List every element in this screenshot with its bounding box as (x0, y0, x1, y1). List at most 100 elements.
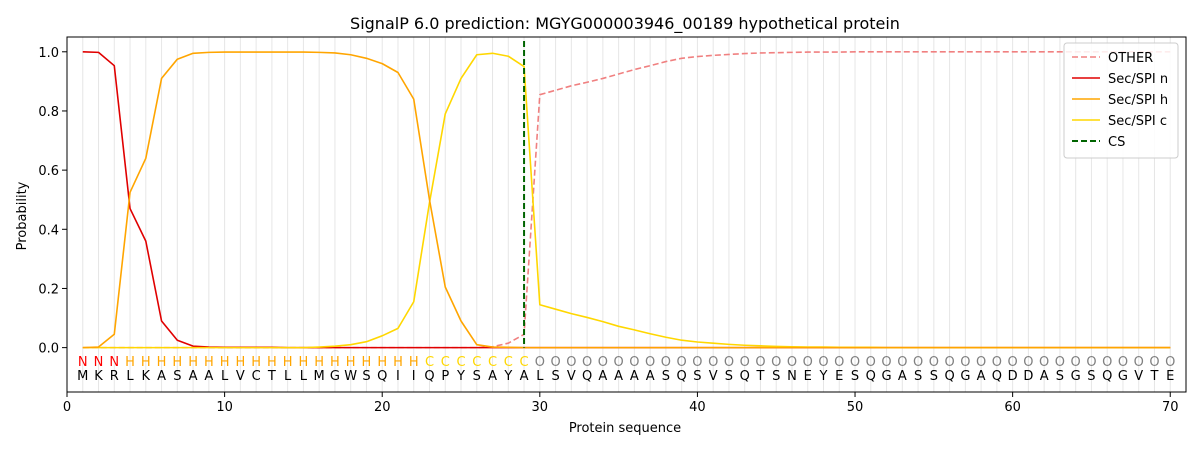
x-tick-label: 0 (63, 400, 71, 415)
region-label: H (157, 355, 167, 370)
y-tick-label: 0.2 (38, 282, 59, 297)
vertical-grid (82, 37, 1171, 392)
region-label: O (598, 355, 608, 370)
region-label: O (850, 355, 860, 370)
residue-label: Q (740, 369, 750, 384)
y-tick-label: 0.4 (38, 223, 59, 238)
region-label: O (708, 355, 718, 370)
region-label: H (235, 355, 245, 370)
residue-label: D (1023, 369, 1033, 384)
residue-label: A (898, 369, 907, 384)
residue-label: Q (377, 369, 387, 384)
residue-label: C (252, 369, 261, 384)
region-label: N (78, 355, 88, 370)
region-label: C (441, 355, 450, 370)
residue-label: S (662, 369, 670, 384)
region-label: O (1118, 355, 1128, 370)
region-label: C (456, 355, 465, 370)
region-label: O (566, 355, 576, 370)
x-tick-label: 70 (1162, 400, 1179, 415)
region-label: O (677, 355, 687, 370)
region-label: O (1055, 355, 1065, 370)
region-label: O (614, 355, 624, 370)
residue-label: K (142, 369, 151, 384)
residue-label: G (882, 369, 892, 384)
sequence-annotation: NMNKNRHLHKHAHSHAHAHLHVHCHTHLHLHMHGHWHSHQ… (77, 355, 1175, 384)
residue-label: Q (866, 369, 876, 384)
x-tick-label: 10 (216, 400, 233, 415)
residue-label: L (221, 369, 229, 384)
residue-label: M (77, 369, 88, 384)
residue-label: L (126, 369, 134, 384)
series-line-other (82, 50, 1171, 349)
region-label: O (645, 355, 655, 370)
residue-label: S (1087, 369, 1095, 384)
region-label: O (960, 355, 970, 370)
x-tick-label: 60 (1004, 400, 1021, 415)
residue-label: S (725, 369, 733, 384)
region-label: H (125, 355, 135, 370)
legend-entry: Sec/SPI h (1108, 93, 1168, 108)
residue-label: V (1134, 369, 1143, 384)
residue-label: T (755, 369, 764, 384)
region-label: O (818, 355, 828, 370)
residue-label: A (977, 369, 986, 384)
region-label: O (1008, 355, 1018, 370)
residue-label: A (204, 369, 213, 384)
x-tick-label: 20 (374, 400, 391, 415)
region-label: O (661, 355, 671, 370)
legend-entry: Sec/SPI c (1108, 114, 1167, 129)
region-label: O (582, 355, 592, 370)
residue-label: S (851, 369, 859, 384)
residue-label: S (914, 369, 922, 384)
region-label: O (1039, 355, 1049, 370)
region-label: H (220, 355, 230, 370)
region-label: H (362, 355, 372, 370)
series-line-sec-spi-n (82, 50, 1171, 349)
residue-label: S (551, 369, 559, 384)
chart-title: SignalP 6.0 prediction: MGYG000003946_00… (350, 14, 900, 34)
residue-label: S (693, 369, 701, 384)
residue-label: Y (819, 369, 828, 384)
residue-label: V (709, 369, 718, 384)
residue-label: I (396, 369, 400, 384)
residue-label: G (960, 369, 970, 384)
residue-label: S (173, 369, 181, 384)
region-label: N (94, 355, 104, 370)
residue-label: A (488, 369, 497, 384)
residue-label: A (614, 369, 623, 384)
region-label: C (472, 355, 481, 370)
region-label: O (881, 355, 891, 370)
axes: 0 10 20 30 40 50 60 70 0.0 0.2 0.4 0.6 0.8 1.0 (38, 36, 1187, 415)
region-label: C (488, 355, 497, 370)
residue-label: S (930, 369, 938, 384)
region-label: O (629, 355, 639, 370)
region-label: C (425, 355, 434, 370)
y-tick-label: 0.8 (38, 105, 59, 120)
residue-label: A (157, 369, 166, 384)
region-label: H (377, 355, 387, 370)
residue-label: V (567, 369, 576, 384)
legend-entry: Sec/SPI n (1108, 72, 1168, 87)
region-label: H (172, 355, 182, 370)
residue-label: V (236, 369, 245, 384)
residue-label: Y (503, 369, 512, 384)
legend-entry: OTHER (1108, 51, 1153, 66)
y-tick-label: 1.0 (38, 46, 59, 61)
residue-label: Q (992, 369, 1002, 384)
region-label: O (1071, 355, 1081, 370)
region-label: O (929, 355, 939, 370)
region-label: O (550, 355, 560, 370)
region-label: O (992, 355, 1002, 370)
region-label: H (188, 355, 198, 370)
region-label: H (283, 355, 293, 370)
legend-entry: CS (1108, 135, 1125, 150)
residue-label: E (1166, 369, 1174, 384)
region-label: C (520, 355, 529, 370)
series-line-sec-spi-c (82, 52, 1171, 349)
region-label: O (1102, 355, 1112, 370)
x-tick-label: 40 (689, 400, 706, 415)
residue-label: A (630, 369, 639, 384)
region-label: O (834, 355, 844, 370)
